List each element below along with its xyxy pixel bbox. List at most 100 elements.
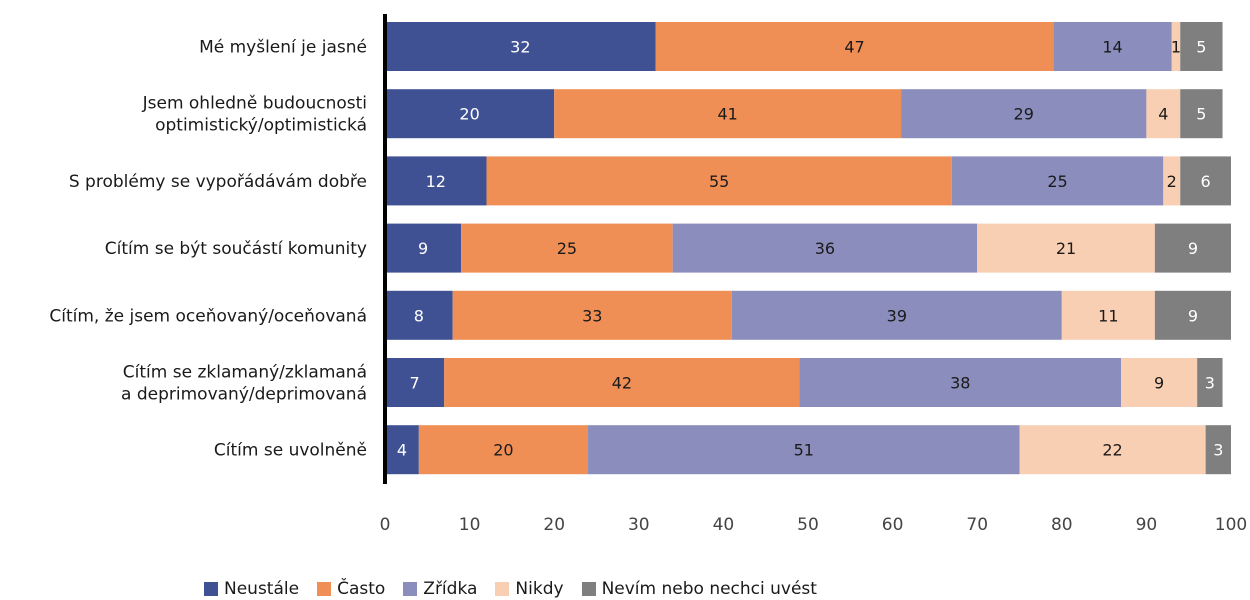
legend-item: Neustále — [204, 579, 299, 599]
category-label: Jsem ohledně budoucnosti optimistický/opt… — [142, 94, 367, 136]
bar-segment — [1061, 290, 1155, 340]
legend-label: Nevím nebo nechci uvést — [601, 579, 817, 599]
bar-segment — [385, 156, 487, 206]
data-label: 20 — [459, 105, 479, 124]
data-label: 11 — [1098, 306, 1118, 325]
data-label: 38 — [950, 374, 970, 393]
stacked-bar-chart: 32 47 14 1 520 41 29 4 512 55 25 2 69 25 36 21 98 33 39 11 9… — [49, 14, 1248, 535]
bar-segment — [1154, 290, 1231, 340]
bar-segment — [1180, 22, 1223, 71]
legend-item: Často — [317, 579, 385, 599]
bar-segment — [1197, 358, 1223, 407]
data-label: 4 — [397, 441, 407, 460]
bar-segment — [951, 156, 1164, 206]
data-label: 20 — [493, 441, 513, 460]
bar-segment — [1019, 425, 1206, 475]
legend-swatch — [403, 582, 418, 596]
bar-segment — [1154, 223, 1231, 273]
data-label: 8 — [414, 306, 424, 325]
category-label: Cítím, že jsem oceňovaný/oceňovaná — [49, 306, 367, 326]
data-label: 42 — [612, 374, 632, 393]
legend: Neustále Často Zřídka Nikdy Nevím nebo nechc… — [204, 578, 817, 600]
bar-segment — [486, 156, 952, 206]
data-label: 5 — [1196, 105, 1206, 124]
x-tick-label: 100 — [1215, 515, 1247, 535]
category-label: S problémy se vypořádávám dobře — [69, 172, 367, 192]
data-label: 36 — [815, 239, 835, 258]
x-tick-label: 20 — [543, 515, 565, 535]
x-tick-labels: 0 10 20 30 40 50 60 70 80 90 100 — [380, 515, 1248, 535]
category-label: Cítím se zklamaný/zklamaná a deprimovaný/… — [121, 363, 367, 405]
legend-label: Nikdy — [515, 579, 564, 599]
x-tick-label: 60 — [882, 515, 904, 535]
bar-segment — [444, 358, 800, 407]
data-label: 33 — [582, 306, 602, 325]
bar-segment — [1171, 22, 1181, 71]
category-label: Mé myšlení je jasné — [199, 38, 367, 58]
legend-label: Zřídka — [423, 579, 478, 599]
x-tick-label: 30 — [628, 515, 650, 535]
data-label: 9 — [1188, 239, 1198, 258]
x-tick-label: 40 — [713, 515, 735, 535]
x-tick-label: 90 — [1136, 515, 1158, 535]
bars-group: 32 47 14 1 520 41 29 4 512 55 25 2 69 25 36 21 98 33 39 11 9… — [385, 22, 1231, 475]
data-label: 32 — [510, 38, 530, 57]
x-tick-label: 70 — [966, 515, 988, 535]
legend-swatch — [317, 582, 332, 596]
data-label: 29 — [1014, 105, 1034, 124]
legend-label: Neustále — [224, 579, 300, 599]
bar-segment — [418, 425, 589, 475]
legend-item: Nevím nebo nechci uvést — [581, 579, 817, 599]
x-tick-label: 50 — [797, 515, 819, 535]
bar-segment — [1163, 156, 1181, 206]
category-label: Cítím se uvolněně — [214, 441, 367, 461]
x-tick-label: 0 — [380, 515, 391, 535]
bar-segment — [731, 290, 1062, 340]
category-labels: Mé myšlení je jasné Jsem ohledně budoucno… — [49, 38, 367, 461]
legend-item: Zřídka — [403, 579, 477, 599]
bar-segment — [452, 290, 732, 340]
bar-segment — [901, 89, 1147, 139]
bar-segment — [1121, 358, 1198, 407]
bar-segment — [977, 223, 1155, 273]
data-label: 6 — [1201, 172, 1211, 191]
bar-segment — [385, 22, 656, 71]
bar-segment — [655, 22, 1054, 71]
data-label: 12 — [426, 172, 446, 191]
data-label: 2 — [1167, 172, 1177, 191]
data-label: 5 — [1196, 38, 1206, 57]
data-label: 4 — [1158, 105, 1168, 124]
data-label: 41 — [717, 105, 737, 124]
x-tick-label: 10 — [459, 515, 481, 535]
x-tick-label: 80 — [1051, 515, 1073, 535]
data-label: 3 — [1205, 374, 1215, 393]
bar-segment — [385, 358, 445, 407]
data-label: 22 — [1102, 441, 1122, 460]
bar-segment — [1205, 425, 1231, 475]
category-label: Cítím se být součástí komunity — [105, 239, 367, 259]
bar-segment — [385, 223, 462, 273]
bar-segment — [672, 223, 978, 273]
bar-segment — [385, 425, 419, 475]
bar-segment — [385, 290, 453, 340]
data-label: 9 — [418, 239, 428, 258]
data-label: 9 — [1154, 374, 1164, 393]
bar-segment — [588, 425, 1020, 475]
data-label: 47 — [844, 38, 864, 57]
data-label: 7 — [410, 374, 420, 393]
data-label: 3 — [1213, 441, 1223, 460]
data-label: 9 — [1188, 306, 1198, 325]
data-label: 51 — [794, 441, 814, 460]
data-label: 1 — [1171, 38, 1181, 57]
data-label: 21 — [1056, 239, 1076, 258]
legend-swatch — [204, 582, 218, 596]
bar-segment — [1180, 156, 1231, 206]
bar-segment — [1180, 89, 1223, 139]
data-label: 25 — [1047, 172, 1067, 191]
bar-segment — [799, 358, 1122, 407]
data-label: 39 — [887, 306, 907, 325]
data-label: 14 — [1102, 38, 1122, 57]
bar-segment — [554, 89, 902, 139]
data-label: 25 — [557, 239, 577, 258]
legend-swatch — [495, 582, 510, 596]
